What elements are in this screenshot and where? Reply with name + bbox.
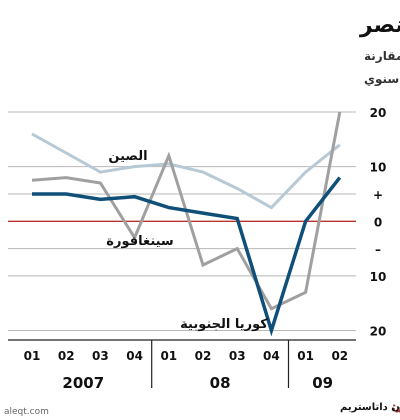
year-label: 09 [312,374,333,392]
x-tick-label: 04 [263,349,280,363]
y-axis-ticks: 20 10 +0 – 10 20 [370,106,387,339]
series-label: سينغافورة [106,234,173,249]
series-line [31,132,341,210]
x-tick-label: 01 [160,349,177,363]
year-label: 2007 [62,374,104,392]
x-tick-label: 03 [92,349,109,363]
y-tick-label: 20 [370,106,387,120]
x-tick-label: 01 [297,349,314,363]
x-tick-label: 02 [58,349,75,363]
x-tick-label: 02 [195,349,212,363]
series-label: الصين [108,149,147,164]
year-label: 08 [210,374,231,392]
year-labels: 2007 08 09 [62,374,333,392]
y-tick-label: 10 [370,270,387,284]
y-tick-label: + [373,188,383,202]
chart-subtitle-line2: بالربع الماضي، على أساس سنوي [364,71,400,87]
y-tick-label: 0 [374,215,382,229]
gridlines [8,111,356,388]
series-label: كوريا الجنوبية [180,317,268,332]
chart-title: النصر [359,13,400,38]
watermark: aleqt.com [4,407,49,417]
x-axis-ticks: 01 02 03 04 01 02 03 04 01 02 [24,349,349,363]
x-tick-label: 03 [229,349,246,363]
series-line [32,176,342,337]
series-lines [31,111,342,337]
y-tick-label: – [375,243,381,257]
x-tick-label: 01 [24,349,41,363]
x-tick-label: 02 [331,349,348,363]
chart-subtitle-line1: الناتج المحلي الإجمالي، النسبة المئوية ل… [364,49,400,64]
y-tick-label: 10 [370,161,387,175]
y-tick-label: 20 [370,325,387,339]
source-label: المصادر: [392,402,400,413]
x-tick-label: 04 [126,349,143,363]
series-labels: الصين سينغافورة كوريا الجنوبية [106,149,268,332]
source-text: Goldman Sachs ؛ ثومسون داتاستريم [340,402,400,413]
